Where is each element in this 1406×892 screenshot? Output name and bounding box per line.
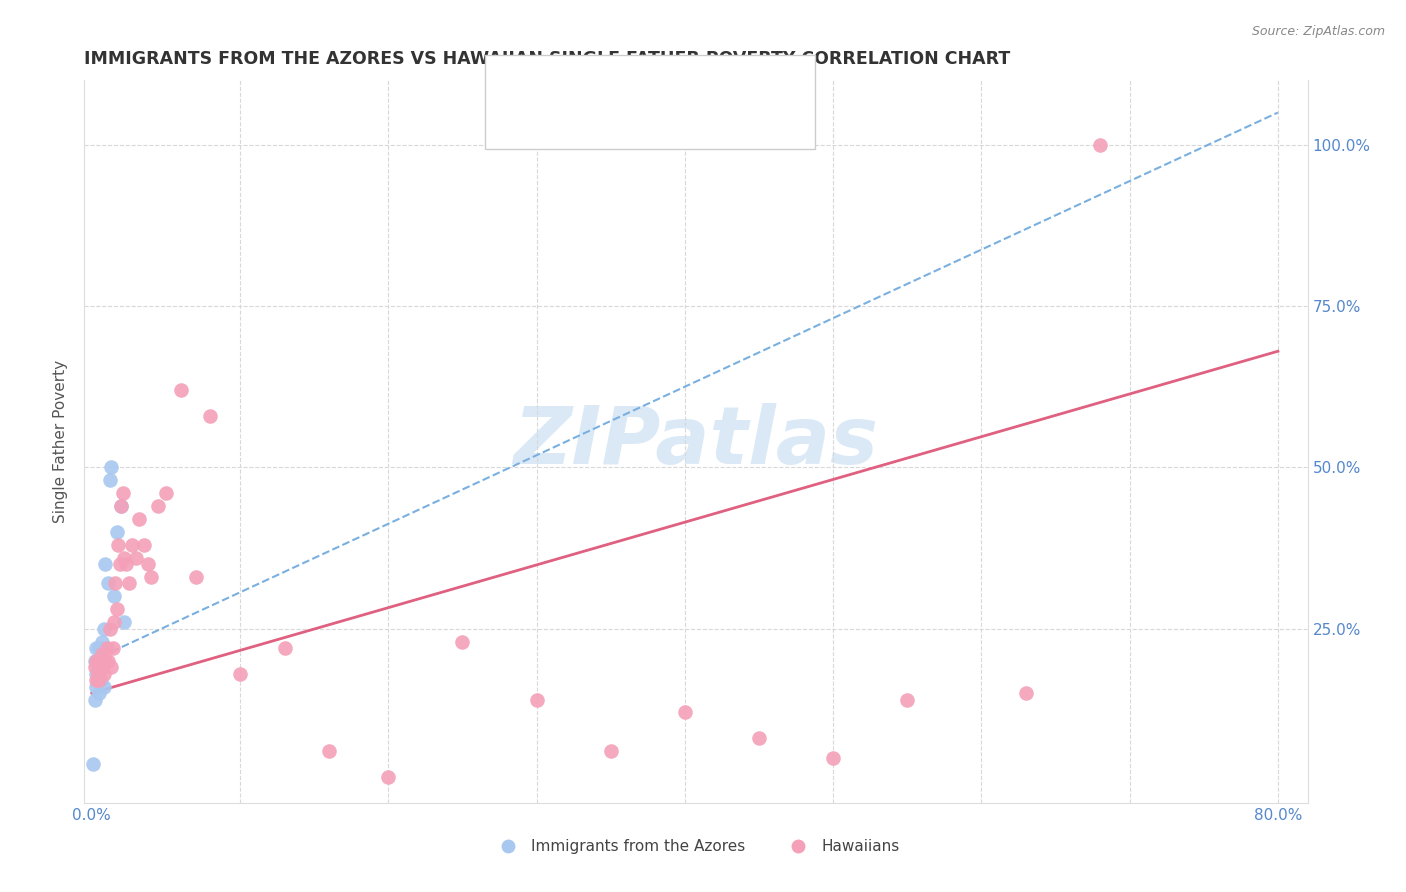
Point bbox=[103, 590, 125, 604]
Point bbox=[1088, 137, 1111, 152]
Point bbox=[110, 499, 132, 513]
Point bbox=[90, 640, 112, 655]
Legend: Immigrants from the Azores, Hawaiians: Immigrants from the Azores, Hawaiians bbox=[486, 833, 905, 860]
Point bbox=[96, 640, 118, 655]
Text: 0.121: 0.121 bbox=[574, 73, 627, 87]
Point bbox=[93, 680, 115, 694]
Text: 0.365: 0.365 bbox=[574, 111, 621, 125]
Point bbox=[748, 731, 770, 746]
Point bbox=[84, 673, 107, 688]
Point bbox=[132, 538, 155, 552]
Point bbox=[673, 706, 696, 720]
Point bbox=[93, 622, 115, 636]
Point bbox=[86, 666, 108, 681]
Point bbox=[103, 615, 125, 630]
Point bbox=[90, 654, 112, 668]
Point bbox=[91, 634, 114, 648]
Point bbox=[823, 750, 845, 764]
Point bbox=[451, 634, 474, 648]
Point bbox=[83, 660, 105, 674]
Point bbox=[112, 615, 135, 630]
Text: ■: ■ bbox=[502, 109, 519, 127]
Point bbox=[229, 666, 252, 681]
Point bbox=[105, 524, 128, 539]
Text: R =: R = bbox=[524, 73, 558, 87]
Point bbox=[97, 576, 120, 591]
Point bbox=[90, 660, 112, 674]
Point bbox=[89, 686, 111, 700]
Point bbox=[93, 666, 115, 681]
Point bbox=[91, 660, 114, 674]
Point bbox=[108, 557, 131, 571]
Text: IMMIGRANTS FROM THE AZORES VS HAWAIIAN SINGLE FATHER POVERTY CORRELATION CHART: IMMIGRANTS FROM THE AZORES VS HAWAIIAN S… bbox=[84, 50, 1011, 68]
Point bbox=[1015, 686, 1038, 700]
Point bbox=[98, 622, 121, 636]
Point bbox=[599, 744, 621, 758]
Point bbox=[97, 654, 120, 668]
Text: R =: R = bbox=[524, 111, 558, 125]
Point bbox=[101, 640, 124, 655]
Text: Source: ZipAtlas.com: Source: ZipAtlas.com bbox=[1251, 25, 1385, 38]
Point bbox=[86, 673, 108, 688]
Point bbox=[82, 757, 104, 772]
Point bbox=[128, 512, 150, 526]
Text: N =: N = bbox=[637, 111, 681, 125]
Point bbox=[89, 660, 111, 674]
Point bbox=[89, 640, 111, 655]
Point bbox=[94, 557, 117, 571]
Text: ■: ■ bbox=[502, 71, 519, 89]
Point bbox=[94, 654, 117, 668]
Point bbox=[112, 550, 135, 565]
Point bbox=[125, 550, 148, 565]
Point bbox=[107, 538, 129, 552]
Point bbox=[896, 692, 918, 706]
Point bbox=[84, 640, 107, 655]
Point bbox=[94, 654, 117, 668]
Point bbox=[111, 486, 134, 500]
Point bbox=[86, 666, 108, 681]
Point bbox=[83, 692, 105, 706]
Text: ZIPatlas: ZIPatlas bbox=[513, 402, 879, 481]
Point bbox=[90, 673, 112, 688]
Point bbox=[121, 538, 143, 552]
Point bbox=[110, 499, 132, 513]
Y-axis label: Single Father Poverty: Single Father Poverty bbox=[53, 360, 69, 523]
Point bbox=[115, 557, 138, 571]
Point bbox=[273, 640, 295, 655]
Text: 29: 29 bbox=[699, 73, 720, 87]
Point bbox=[377, 770, 399, 784]
Point bbox=[184, 570, 207, 584]
Point bbox=[86, 654, 108, 668]
Point bbox=[84, 654, 107, 668]
Point bbox=[136, 557, 159, 571]
Text: 49: 49 bbox=[699, 111, 720, 125]
Point bbox=[148, 499, 170, 513]
Point bbox=[96, 640, 118, 655]
Point bbox=[155, 486, 177, 500]
Point bbox=[83, 654, 105, 668]
Point bbox=[84, 680, 107, 694]
Text: N =: N = bbox=[637, 73, 681, 87]
Point bbox=[89, 654, 111, 668]
Point bbox=[89, 673, 111, 688]
Point bbox=[318, 744, 340, 758]
Point bbox=[104, 576, 127, 591]
Point bbox=[200, 409, 222, 423]
Point bbox=[100, 460, 122, 475]
Point bbox=[170, 383, 193, 397]
Point bbox=[105, 602, 128, 616]
Point bbox=[139, 570, 162, 584]
Point bbox=[91, 648, 114, 662]
Point bbox=[84, 666, 107, 681]
Point bbox=[118, 576, 141, 591]
Point bbox=[526, 692, 548, 706]
Point bbox=[98, 473, 121, 487]
Point bbox=[100, 660, 122, 674]
